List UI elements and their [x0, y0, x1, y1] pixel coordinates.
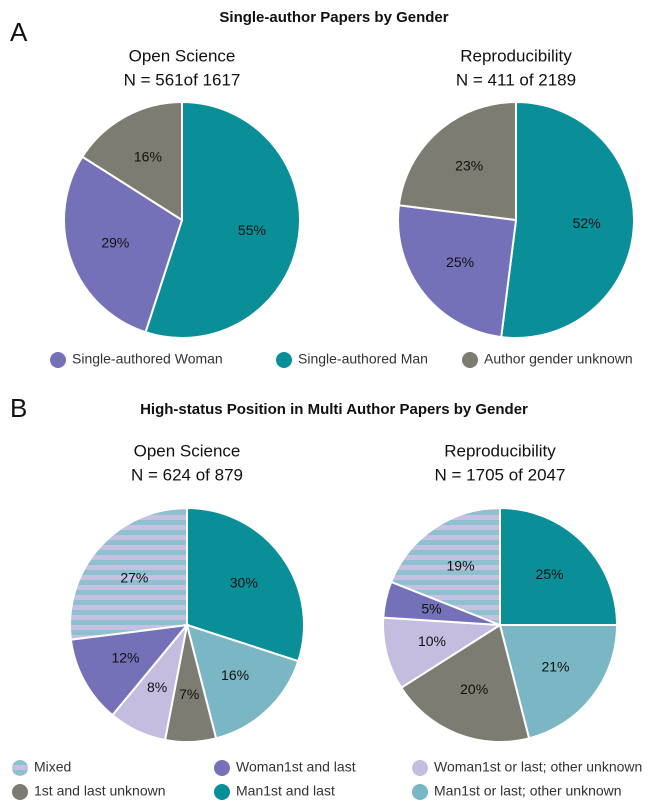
pie-slice — [186, 506, 305, 663]
chart-title: Reproducibility — [460, 46, 572, 65]
pie-slice — [498, 624, 619, 740]
legend-label: Author gender unknown — [484, 351, 633, 367]
chart-title: Open Science — [129, 46, 236, 65]
panel-title: Single-author Papers by Gender — [219, 9, 448, 26]
panel-label: B — [10, 393, 27, 423]
legend-label: Woman1st or last; other unknown — [434, 759, 642, 775]
legend-label: Single-authored Woman — [72, 351, 223, 367]
pie-slice — [399, 623, 531, 743]
legend-label: Mixed — [34, 759, 71, 775]
value-label: 5% — [421, 600, 441, 616]
value-label: 52% — [573, 215, 601, 231]
value-label: 19% — [447, 558, 475, 574]
value-label: 23% — [455, 158, 483, 174]
legend-marker — [12, 760, 28, 776]
value-label: 27% — [120, 569, 148, 585]
value-label: 10% — [418, 633, 446, 649]
chart-subtitle: N = 624 of 879 — [131, 465, 243, 484]
pie-slice — [499, 506, 619, 626]
legend-marker — [214, 760, 230, 776]
chart-title: Open Science — [134, 441, 241, 460]
pie-slice — [144, 100, 301, 339]
value-label: 8% — [147, 679, 167, 695]
pie-slice — [389, 506, 501, 627]
legend-label: Single-authored Man — [298, 351, 428, 367]
panel-title: High-status Position in Multi Author Pap… — [140, 401, 528, 418]
pie-slice — [80, 100, 183, 222]
legend-marker — [50, 352, 66, 368]
value-label: 25% — [446, 254, 474, 270]
chart-subtitle: N = 1705 of 2047 — [435, 465, 566, 484]
value-label: 25% — [536, 566, 564, 582]
value-label: 29% — [101, 235, 129, 251]
value-label: 21% — [541, 659, 569, 675]
legend-marker — [412, 760, 428, 776]
pie-slice — [69, 506, 188, 641]
chart-subtitle: N = 561of 1617 — [124, 70, 241, 89]
pie-slice — [382, 616, 504, 690]
value-label: 12% — [111, 650, 139, 666]
legend-marker — [276, 352, 292, 368]
legend-marker — [462, 352, 478, 368]
value-label: 30% — [230, 574, 258, 590]
legend-label: Woman1st and last — [236, 759, 356, 775]
legend-marker — [12, 784, 28, 800]
value-label: 20% — [460, 681, 488, 697]
chart-subtitle: N = 411 of 2189 — [456, 70, 576, 89]
chart-title: Reproducibility — [444, 441, 556, 460]
value-label: 16% — [221, 667, 249, 683]
pie-slice — [397, 100, 517, 222]
legend-label: Man1st and last — [236, 783, 335, 799]
legend-marker — [412, 784, 428, 800]
legend-marker — [214, 784, 230, 800]
legend-label: Man1st or last; other unknown — [434, 783, 622, 799]
value-label: 55% — [238, 222, 266, 238]
value-label: 7% — [179, 686, 199, 702]
pie-slice — [397, 204, 518, 339]
pie-slice — [63, 155, 184, 334]
value-label: 16% — [134, 149, 162, 165]
panel-label: A — [10, 17, 28, 47]
pie-slice — [185, 623, 300, 740]
pie-slice — [500, 100, 635, 339]
legend-label: 1st and last unknown — [34, 783, 166, 799]
pie-slice — [69, 623, 190, 717]
